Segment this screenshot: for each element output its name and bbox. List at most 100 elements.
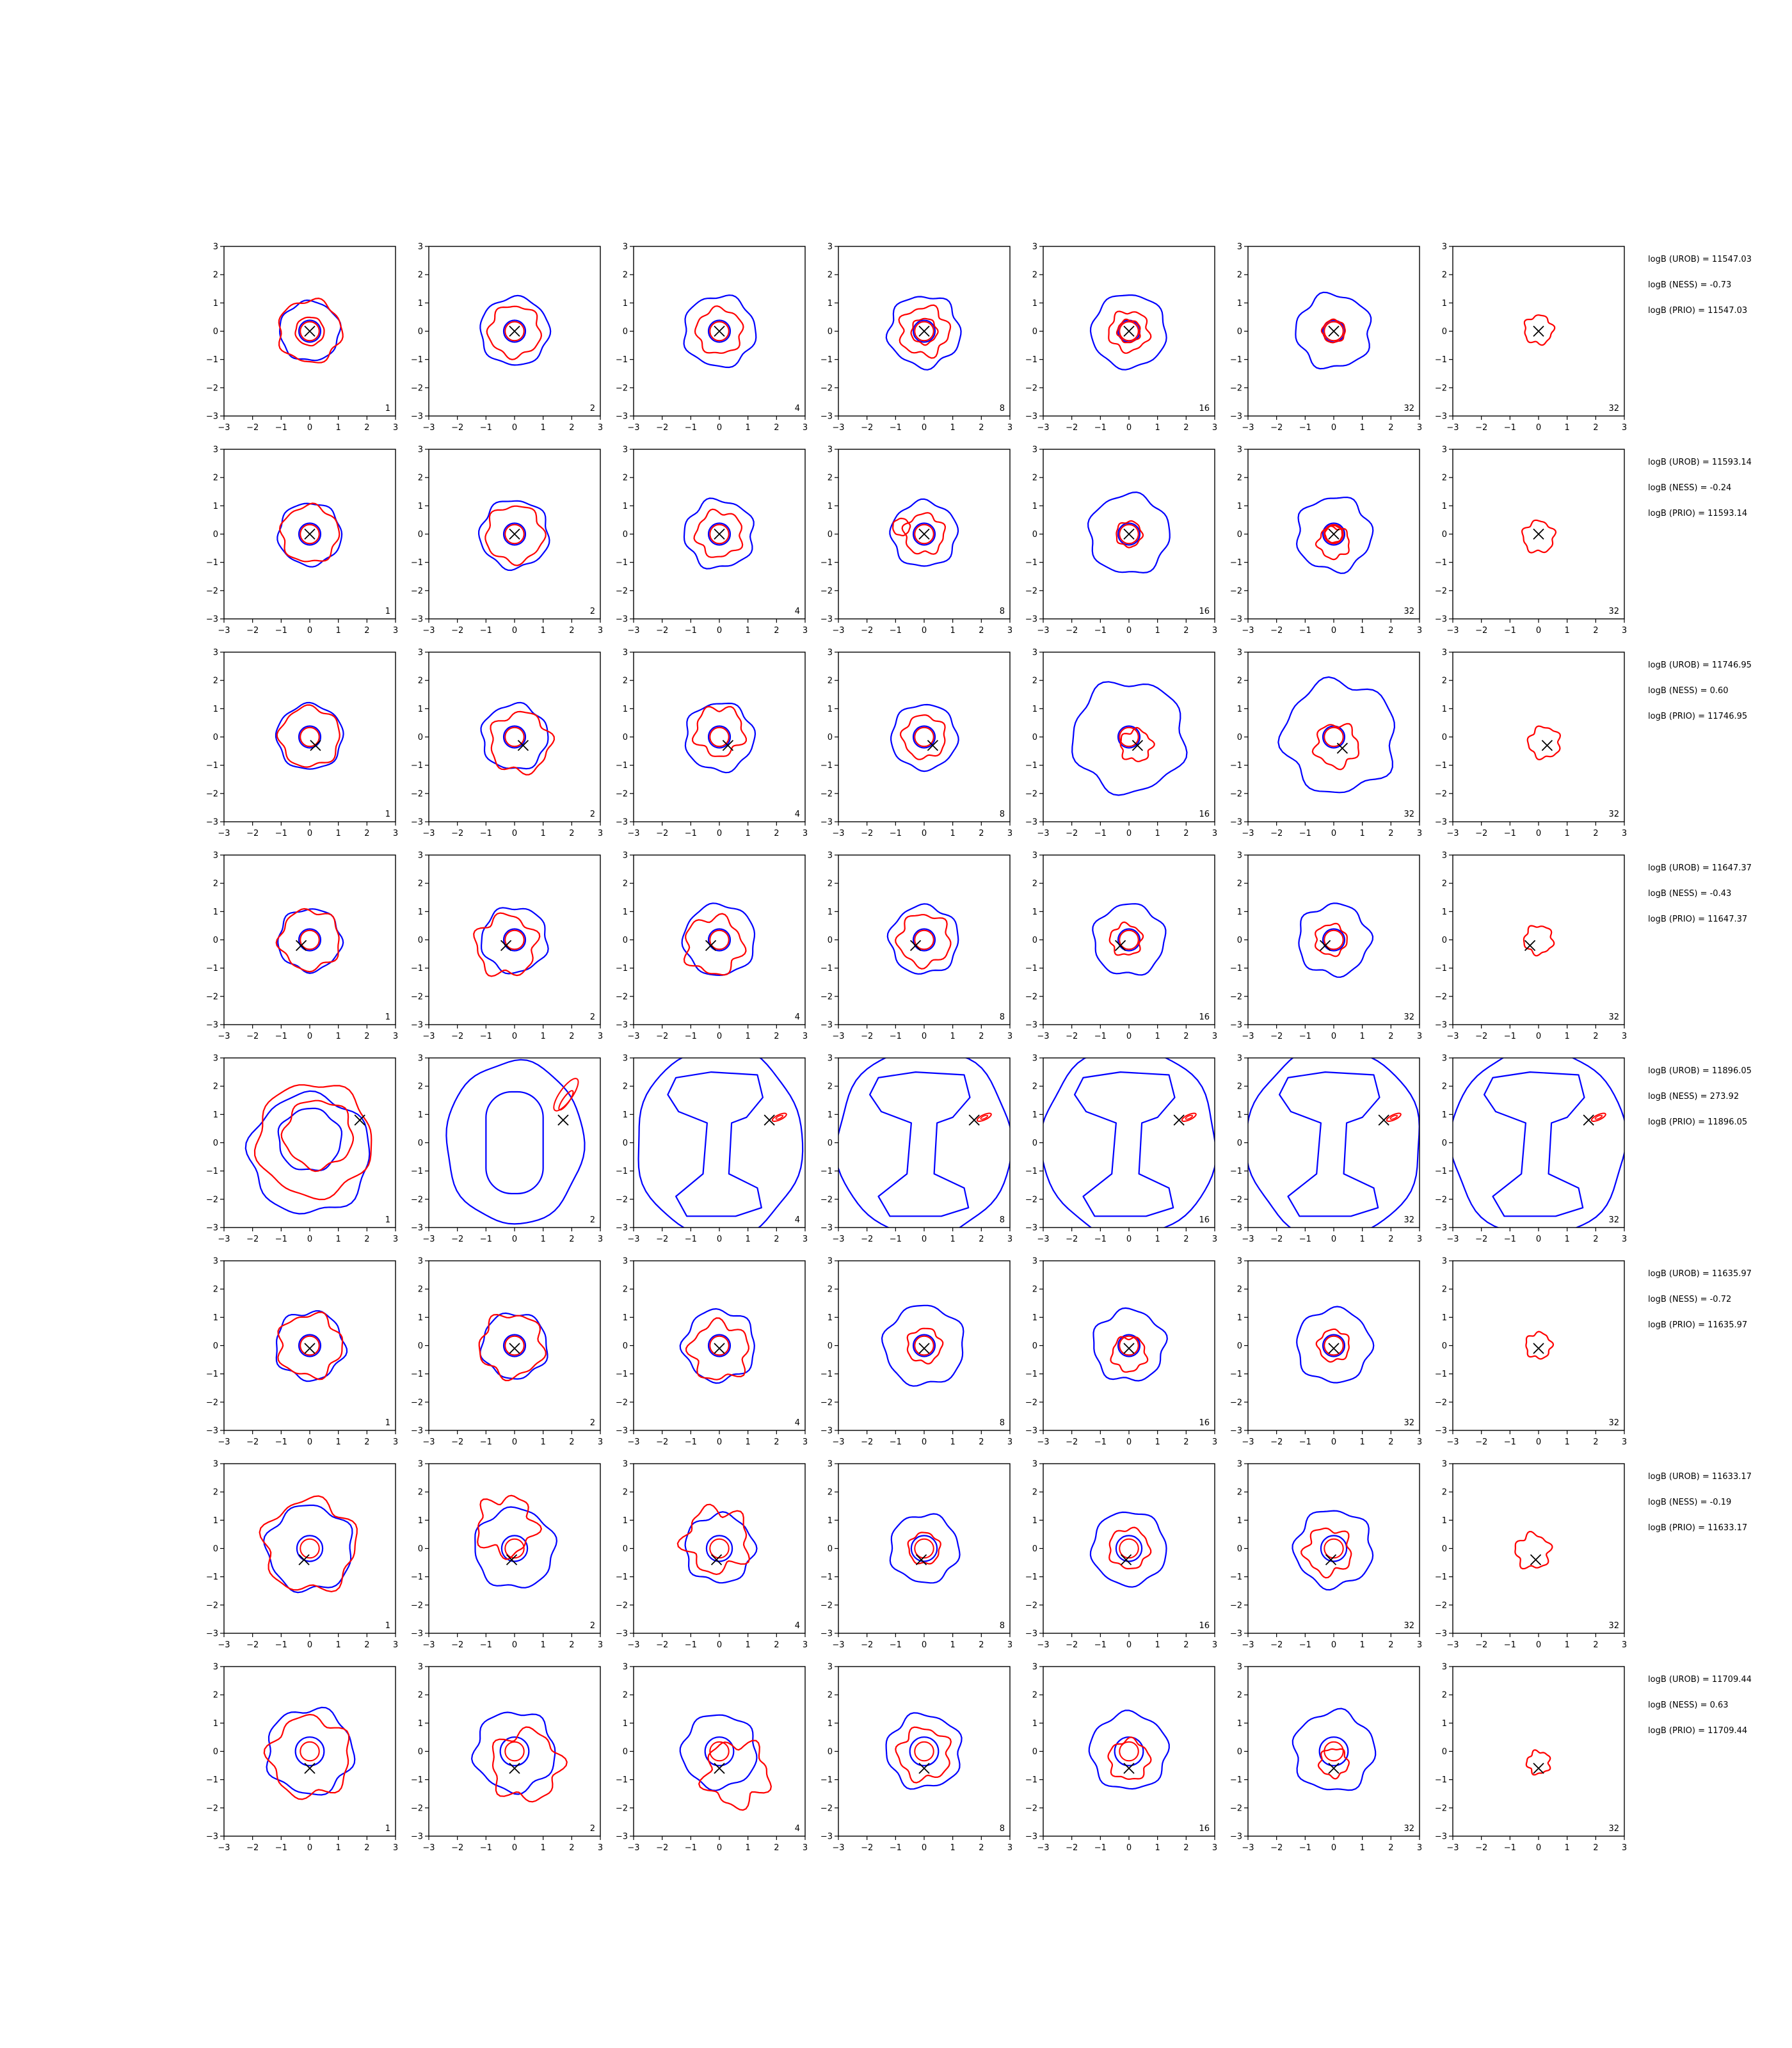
y-tick-label: 0 bbox=[1442, 530, 1447, 540]
y-tick-label: 0 bbox=[1032, 1139, 1037, 1148]
x-tick-label: 0 bbox=[1536, 423, 1541, 433]
y-tick-label: −1 bbox=[1435, 1370, 1447, 1379]
x-tick-label: 1 bbox=[541, 626, 546, 636]
y-tick-label: −3 bbox=[820, 1427, 833, 1436]
y-tick-label: 3 bbox=[1442, 243, 1447, 252]
red-inner-contour bbox=[1119, 726, 1139, 748]
x-tick-label: −1 bbox=[275, 1437, 287, 1447]
y-tick-label: −2 bbox=[616, 586, 628, 596]
x-tick-label: 0 bbox=[1331, 1032, 1336, 1041]
x-tick-label: −2 bbox=[451, 626, 463, 636]
x-tick-label: 3 bbox=[393, 1032, 398, 1041]
panel-label: 16 bbox=[1199, 1621, 1210, 1631]
blue-contour bbox=[1295, 496, 1374, 574]
x-tick-label: −3 bbox=[1037, 423, 1049, 433]
y-tick-label: −2 bbox=[1435, 1601, 1447, 1610]
x-tick-label: 3 bbox=[1212, 829, 1217, 838]
y-tick-label: −2 bbox=[1435, 383, 1447, 393]
red-inner-contour bbox=[1119, 1335, 1139, 1356]
y-tick-label: −1 bbox=[411, 1167, 423, 1176]
x-tick-label: −3 bbox=[832, 1843, 844, 1853]
x-tick-label: 2 bbox=[1593, 626, 1598, 636]
red-contour bbox=[895, 914, 952, 970]
blue-inner-contour bbox=[1318, 1736, 1349, 1766]
plot-area bbox=[681, 902, 756, 977]
y-tick-label: 2 bbox=[828, 1488, 833, 1498]
red-inner-contour bbox=[504, 524, 525, 545]
plot-area bbox=[1292, 1708, 1377, 1791]
y-tick-label: 2 bbox=[1032, 676, 1037, 686]
y-tick-label: −1 bbox=[1230, 558, 1242, 568]
blue-inner-contour bbox=[298, 1334, 322, 1357]
y-tick-label: −3 bbox=[206, 1832, 218, 1842]
x-tick-label: −1 bbox=[1504, 1032, 1516, 1041]
panel-r2-c2: −3 −2 −1 0 1 2 3 −3 −2 −1 0 1 2 3 2 bbox=[411, 445, 603, 636]
blue-inner-contour bbox=[910, 1535, 938, 1562]
y-tick-label: 0 bbox=[213, 1341, 218, 1351]
x-tick-label: −3 bbox=[1446, 829, 1459, 838]
panel-r5-c7: −3 −2 −1 0 1 2 3 −3 −2 −1 0 1 2 3 32 bbox=[1435, 1054, 1627, 1245]
panel-label: 32 bbox=[1404, 1012, 1414, 1022]
x-tick-label: 0 bbox=[307, 423, 312, 433]
y-tick-label: 0 bbox=[1237, 1747, 1242, 1757]
red-inner-contour bbox=[300, 1741, 320, 1762]
red-contour bbox=[1119, 726, 1155, 762]
panel-r2-c6: −3 −2 −1 0 1 2 3 −3 −2 −1 0 1 2 3 32 bbox=[1230, 445, 1422, 636]
y-tick-label: 3 bbox=[1032, 1054, 1037, 1064]
y-tick-label: −1 bbox=[206, 1167, 218, 1176]
x-tick-label: 1 bbox=[336, 1437, 341, 1447]
y-tick-label: 2 bbox=[1442, 879, 1447, 889]
y-tick-label: −2 bbox=[1435, 789, 1447, 799]
x-tick-label: 3 bbox=[393, 829, 398, 838]
axes-frame bbox=[1247, 854, 1420, 1025]
red-contour bbox=[1185, 1114, 1194, 1120]
red-inner-contour bbox=[300, 524, 320, 545]
blue-contour bbox=[479, 294, 552, 366]
x-tick-label: 1 bbox=[950, 423, 956, 433]
y-tick-label: 1 bbox=[623, 705, 628, 714]
y-tick-label: −1 bbox=[411, 1572, 423, 1582]
x-tick-label: −2 bbox=[656, 1032, 668, 1041]
x-tick-label: −3 bbox=[218, 1032, 230, 1041]
x-tick-label: −2 bbox=[861, 1437, 873, 1447]
axes-frame bbox=[838, 1260, 1011, 1431]
x-tick-label: −3 bbox=[218, 1437, 230, 1447]
x-tick-label: 1 bbox=[746, 423, 751, 433]
axes-frame bbox=[633, 1260, 806, 1431]
y-tick-label: −2 bbox=[820, 789, 833, 799]
plot-area bbox=[679, 1308, 755, 1384]
red-inner-contour bbox=[709, 726, 730, 748]
plot-area bbox=[1043, 1058, 1215, 1228]
red-contour bbox=[1594, 1114, 1603, 1120]
blue-contour bbox=[1277, 676, 1396, 794]
x-tick-label: 1 bbox=[1360, 1640, 1365, 1650]
true-value-marker bbox=[1336, 742, 1348, 754]
y-tick-label: −1 bbox=[1025, 1167, 1037, 1176]
true-value-marker bbox=[304, 1763, 316, 1774]
true-value-marker bbox=[509, 528, 520, 540]
y-tick-label: −2 bbox=[411, 1195, 423, 1204]
x-tick-label: −1 bbox=[275, 1843, 287, 1853]
panel-r5-c1: −3 −2 −1 0 1 2 3 −3 −2 −1 0 1 2 3 1 bbox=[206, 1054, 398, 1245]
x-tick-label: 0 bbox=[512, 626, 517, 636]
panel-label: 1 bbox=[385, 1215, 390, 1225]
y-tick-label: 2 bbox=[1032, 271, 1037, 280]
x-tick-label: 1 bbox=[541, 423, 546, 433]
red-contour bbox=[1311, 723, 1360, 771]
y-tick-label: 1 bbox=[623, 1110, 628, 1120]
x-tick-label: −3 bbox=[1446, 1032, 1459, 1041]
panel-label: 32 bbox=[1404, 810, 1414, 819]
axes-frame bbox=[1043, 1463, 1215, 1634]
panel-r3-c6: −3 −2 −1 0 1 2 3 −3 −2 −1 0 1 2 3 32 bbox=[1230, 648, 1422, 839]
y-tick-label: 1 bbox=[1237, 908, 1242, 917]
x-tick-label: 3 bbox=[1007, 626, 1012, 636]
panel-label: 32 bbox=[1608, 607, 1619, 616]
x-tick-label: −2 bbox=[1270, 626, 1283, 636]
x-tick-label: −3 bbox=[1242, 423, 1254, 433]
red-inner-contour bbox=[504, 726, 525, 748]
x-tick-label: 1 bbox=[950, 1843, 956, 1853]
y-tick-label: −2 bbox=[1435, 1398, 1447, 1407]
true-value-marker bbox=[1378, 1114, 1389, 1126]
y-tick-label: −1 bbox=[820, 355, 833, 365]
y-tick-label: −1 bbox=[206, 1572, 218, 1582]
